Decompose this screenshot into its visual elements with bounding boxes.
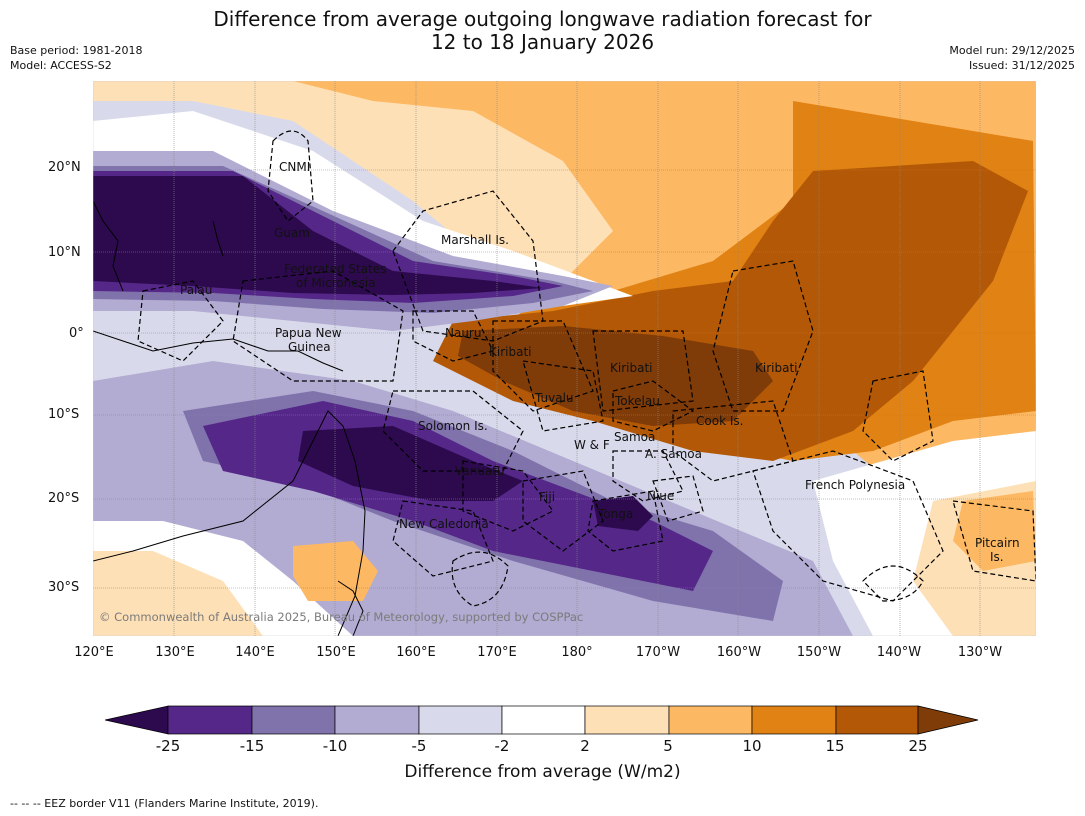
- place-label: A. Samoa: [645, 447, 702, 461]
- place-label: Federated States: [284, 262, 386, 276]
- lat-label: 10°S: [48, 407, 80, 422]
- place-label: Tuvalu: [534, 391, 574, 405]
- anomaly-region-spcz-extreme: [298, 426, 523, 501]
- place-label: Marshall Is.: [441, 233, 509, 247]
- place-label: Cook Is.: [696, 414, 743, 428]
- place-label: Niue: [647, 489, 674, 503]
- base-period: Base period: 1981-2018: [10, 44, 143, 57]
- lon-label: 130°W: [957, 645, 1003, 660]
- place-label: of Micronesia: [296, 276, 376, 290]
- anomaly-region-negative-extreme: [93, 176, 543, 295]
- anomaly-region-tonga-extreme: [593, 496, 653, 531]
- eez-borders: [137, 130, 1036, 607]
- colorbar-extend-low: [105, 705, 169, 735]
- coastlines: [93, 200, 366, 636]
- place-label: Is.: [990, 550, 1004, 564]
- place-label: Guinea: [288, 340, 331, 354]
- colorbar-segment: [167, 705, 253, 735]
- place-label: Solomon Is.: [418, 419, 488, 433]
- colorbar-extend-high: [917, 705, 979, 735]
- colorbar-segment: [584, 705, 670, 735]
- colorbar-segment: [251, 705, 336, 735]
- colorbar-tick: 15: [825, 737, 845, 755]
- lon-label: 140°E: [235, 645, 275, 660]
- lon-label: 160°E: [396, 645, 436, 660]
- anomaly-region-southwest-positive: [93, 551, 263, 636]
- colorbar-segment: [501, 705, 586, 735]
- lon-label: 150°E: [316, 645, 356, 660]
- lon-label: 160°W: [716, 645, 762, 660]
- place-label: Samoa: [614, 430, 655, 444]
- colorbar-tick: 10: [742, 737, 762, 755]
- anomaly-region-positive-extreme: [458, 326, 773, 426]
- lat-label: 10°N: [48, 245, 81, 260]
- colorbar-segment: [751, 705, 837, 735]
- map-title: Difference from average outgoing longwav…: [0, 8, 1085, 54]
- place-label: CNMI: [279, 160, 310, 174]
- copyright-notice: © Commonwealth of Australia 2025, Bureau…: [99, 610, 584, 624]
- place-label: Papua New: [275, 326, 342, 340]
- colorbar-segment: [334, 705, 420, 735]
- place-label: Kiribati: [610, 361, 652, 375]
- place-label: Kiribati: [755, 361, 797, 375]
- place-label: Palau: [180, 283, 212, 297]
- colorbar-segment: [835, 705, 919, 735]
- place-label: Guam: [274, 226, 310, 240]
- colorbar-tick: -10: [322, 737, 348, 755]
- place-label: W & F: [574, 438, 610, 452]
- footnote: -- -- -- EEZ border V11 (Flanders Marine…: [10, 797, 319, 810]
- colorbar-tick: 5: [663, 737, 673, 755]
- title-line-1: Difference from average outgoing longwav…: [213, 7, 872, 31]
- lon-label: 150°W: [796, 645, 842, 660]
- colorbar-label: Difference from average (W/m2): [404, 762, 681, 782]
- place-label: Tokelau: [614, 394, 660, 408]
- colorbar-segment: [668, 705, 753, 735]
- colorbar-tick: -2: [494, 737, 510, 755]
- meta-right: Model run: 29/12/2025 Issued: 31/12/2025: [949, 43, 1075, 73]
- place-label: Vanuatu: [455, 464, 505, 478]
- lon-label: 170°E: [477, 645, 517, 660]
- colorbar-segment: [418, 705, 503, 735]
- colorbar: [105, 705, 979, 735]
- place-label: French Polynesia: [805, 478, 905, 492]
- title-line-2: 12 to 18 January 2026: [430, 30, 655, 54]
- lon-label: 130°E: [155, 645, 195, 660]
- model-name: Model: ACCESS-S2: [10, 59, 112, 72]
- lat-label: 20°N: [48, 160, 81, 175]
- lon-label: 170°W: [635, 645, 681, 660]
- colorbar-tick: -15: [239, 737, 265, 755]
- lat-label: 30°S: [48, 580, 80, 595]
- lat-label: 20°S: [48, 491, 80, 506]
- place-label: Pitcairn: [975, 536, 1020, 550]
- lon-label: 120°E: [74, 645, 114, 660]
- meta-left: Base period: 1981-2018 Model: ACCESS-S2: [10, 43, 142, 73]
- lat-label: 0°: [69, 326, 84, 341]
- place-label: New Caledonia: [399, 517, 489, 531]
- colorbar-tick: -25: [155, 737, 181, 755]
- graticule: [93, 81, 1036, 636]
- colorbar-tick: 25: [908, 737, 928, 755]
- place-label: Fiji: [539, 490, 555, 504]
- colorbar-tick: 2: [580, 737, 590, 755]
- olr-anomaly-map: CNMI Guam Marshall Is. Federated States …: [93, 81, 1036, 636]
- place-label: Kiribati: [489, 345, 531, 359]
- place-label: Nauru: [445, 326, 481, 340]
- issued-date: Issued: 31/12/2025: [968, 59, 1075, 72]
- anomaly-region-pitcairn-positive: [953, 491, 1036, 571]
- model-run: Model run: 29/12/2025: [949, 44, 1075, 57]
- lon-label: 140°W: [876, 645, 922, 660]
- lon-label: 180°: [561, 645, 593, 660]
- colorbar-tick: -5: [411, 737, 427, 755]
- place-label: Tonga: [597, 507, 633, 521]
